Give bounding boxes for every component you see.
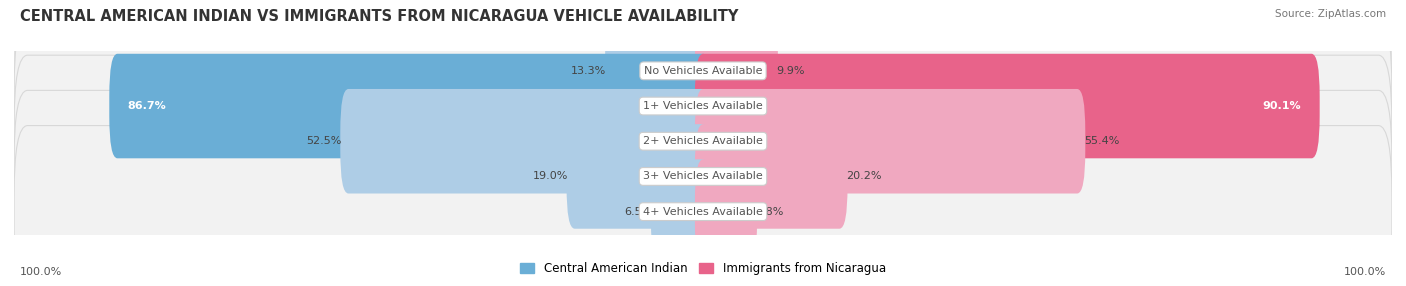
Text: 100.0%: 100.0% [20,267,62,277]
Legend: Central American Indian, Immigrants from Nicaragua: Central American Indian, Immigrants from… [516,258,890,280]
Text: CENTRAL AMERICAN INDIAN VS IMMIGRANTS FROM NICARAGUA VEHICLE AVAILABILITY: CENTRAL AMERICAN INDIAN VS IMMIGRANTS FR… [20,9,738,23]
Text: 13.3%: 13.3% [571,66,606,76]
FancyBboxPatch shape [14,20,1392,192]
FancyBboxPatch shape [14,0,1392,157]
Text: 6.8%: 6.8% [755,207,785,217]
Text: 20.2%: 20.2% [846,171,882,181]
Text: 100.0%: 100.0% [1344,267,1386,277]
FancyBboxPatch shape [695,54,1320,158]
FancyBboxPatch shape [567,124,711,229]
FancyBboxPatch shape [14,90,1392,263]
Text: 2+ Vehicles Available: 2+ Vehicles Available [643,136,763,146]
Text: 3+ Vehicles Available: 3+ Vehicles Available [643,171,763,181]
FancyBboxPatch shape [110,54,711,158]
Text: 90.1%: 90.1% [1263,101,1302,111]
Text: Source: ZipAtlas.com: Source: ZipAtlas.com [1275,9,1386,19]
FancyBboxPatch shape [695,124,848,229]
FancyBboxPatch shape [14,55,1392,227]
FancyBboxPatch shape [651,159,711,264]
Text: 19.0%: 19.0% [533,171,568,181]
Text: 52.5%: 52.5% [307,136,342,146]
Text: 86.7%: 86.7% [128,101,166,111]
FancyBboxPatch shape [14,126,1392,286]
Text: 6.5%: 6.5% [624,207,652,217]
Text: 1+ Vehicles Available: 1+ Vehicles Available [643,101,763,111]
Text: 9.9%: 9.9% [776,66,806,76]
FancyBboxPatch shape [605,19,711,123]
FancyBboxPatch shape [340,89,711,194]
Text: 55.4%: 55.4% [1084,136,1119,146]
FancyBboxPatch shape [695,159,756,264]
FancyBboxPatch shape [695,19,778,123]
FancyBboxPatch shape [695,89,1085,194]
Text: 4+ Vehicles Available: 4+ Vehicles Available [643,207,763,217]
Text: No Vehicles Available: No Vehicles Available [644,66,762,76]
